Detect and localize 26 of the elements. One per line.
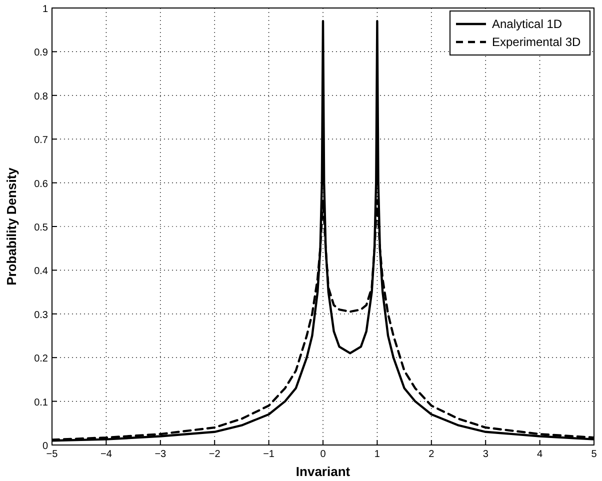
x-tick-label: 0 xyxy=(320,449,326,460)
legend-label: Experimental 3D xyxy=(492,35,582,49)
x-axis-title: Invariant xyxy=(296,464,351,479)
y-tick-label: 0 xyxy=(42,441,48,452)
x-tick-label: 3 xyxy=(482,449,489,460)
legend-label: Analytical 1D xyxy=(492,17,562,31)
x-tick-label: −3 xyxy=(154,449,167,460)
x-tick-label: 2 xyxy=(428,449,435,460)
y-tick-label: 0.1 xyxy=(34,397,48,408)
y-tick-label: 0.3 xyxy=(34,310,48,321)
y-tick-label: 0.4 xyxy=(34,266,48,278)
x-tick-label: −4 xyxy=(100,449,112,460)
y-tick-label: 0.6 xyxy=(34,178,48,190)
y-tick-label: 0.5 xyxy=(34,222,48,234)
y-tick-label: 0.9 xyxy=(34,48,48,59)
y-tick-label: 0.2 xyxy=(34,354,48,365)
y-tick-label: 1 xyxy=(42,4,48,15)
y-tick-label: 0.8 xyxy=(34,91,48,102)
x-tick-label: −5 xyxy=(46,449,58,460)
x-tick-label: −2 xyxy=(208,449,221,460)
x-tick-label: 1 xyxy=(374,449,380,460)
x-tick-label: 5 xyxy=(591,449,598,460)
y-axis-title: Probability Density xyxy=(4,166,19,286)
y-tick-label: 0.7 xyxy=(34,135,48,146)
x-tick-label: 4 xyxy=(537,449,544,460)
x-tick-label: −1 xyxy=(263,449,275,460)
